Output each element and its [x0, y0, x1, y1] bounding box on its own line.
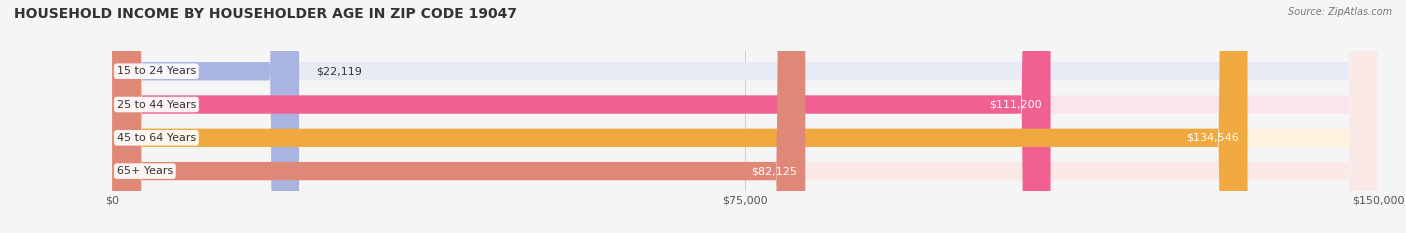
FancyBboxPatch shape [112, 0, 1378, 233]
FancyBboxPatch shape [112, 0, 1378, 233]
Text: 25 to 44 Years: 25 to 44 Years [117, 99, 195, 110]
FancyBboxPatch shape [112, 0, 806, 233]
Text: HOUSEHOLD INCOME BY HOUSEHOLDER AGE IN ZIP CODE 19047: HOUSEHOLD INCOME BY HOUSEHOLDER AGE IN Z… [14, 7, 517, 21]
FancyBboxPatch shape [112, 0, 1050, 233]
Text: Source: ZipAtlas.com: Source: ZipAtlas.com [1288, 7, 1392, 17]
FancyBboxPatch shape [112, 0, 299, 233]
Text: 45 to 64 Years: 45 to 64 Years [117, 133, 195, 143]
Text: 15 to 24 Years: 15 to 24 Years [117, 66, 195, 76]
Text: $22,119: $22,119 [316, 66, 361, 76]
Text: 65+ Years: 65+ Years [117, 166, 173, 176]
FancyBboxPatch shape [112, 0, 1247, 233]
Text: $82,125: $82,125 [751, 166, 797, 176]
FancyBboxPatch shape [112, 0, 1378, 233]
FancyBboxPatch shape [112, 0, 1378, 233]
Text: $111,200: $111,200 [990, 99, 1042, 110]
Text: $134,546: $134,546 [1187, 133, 1239, 143]
